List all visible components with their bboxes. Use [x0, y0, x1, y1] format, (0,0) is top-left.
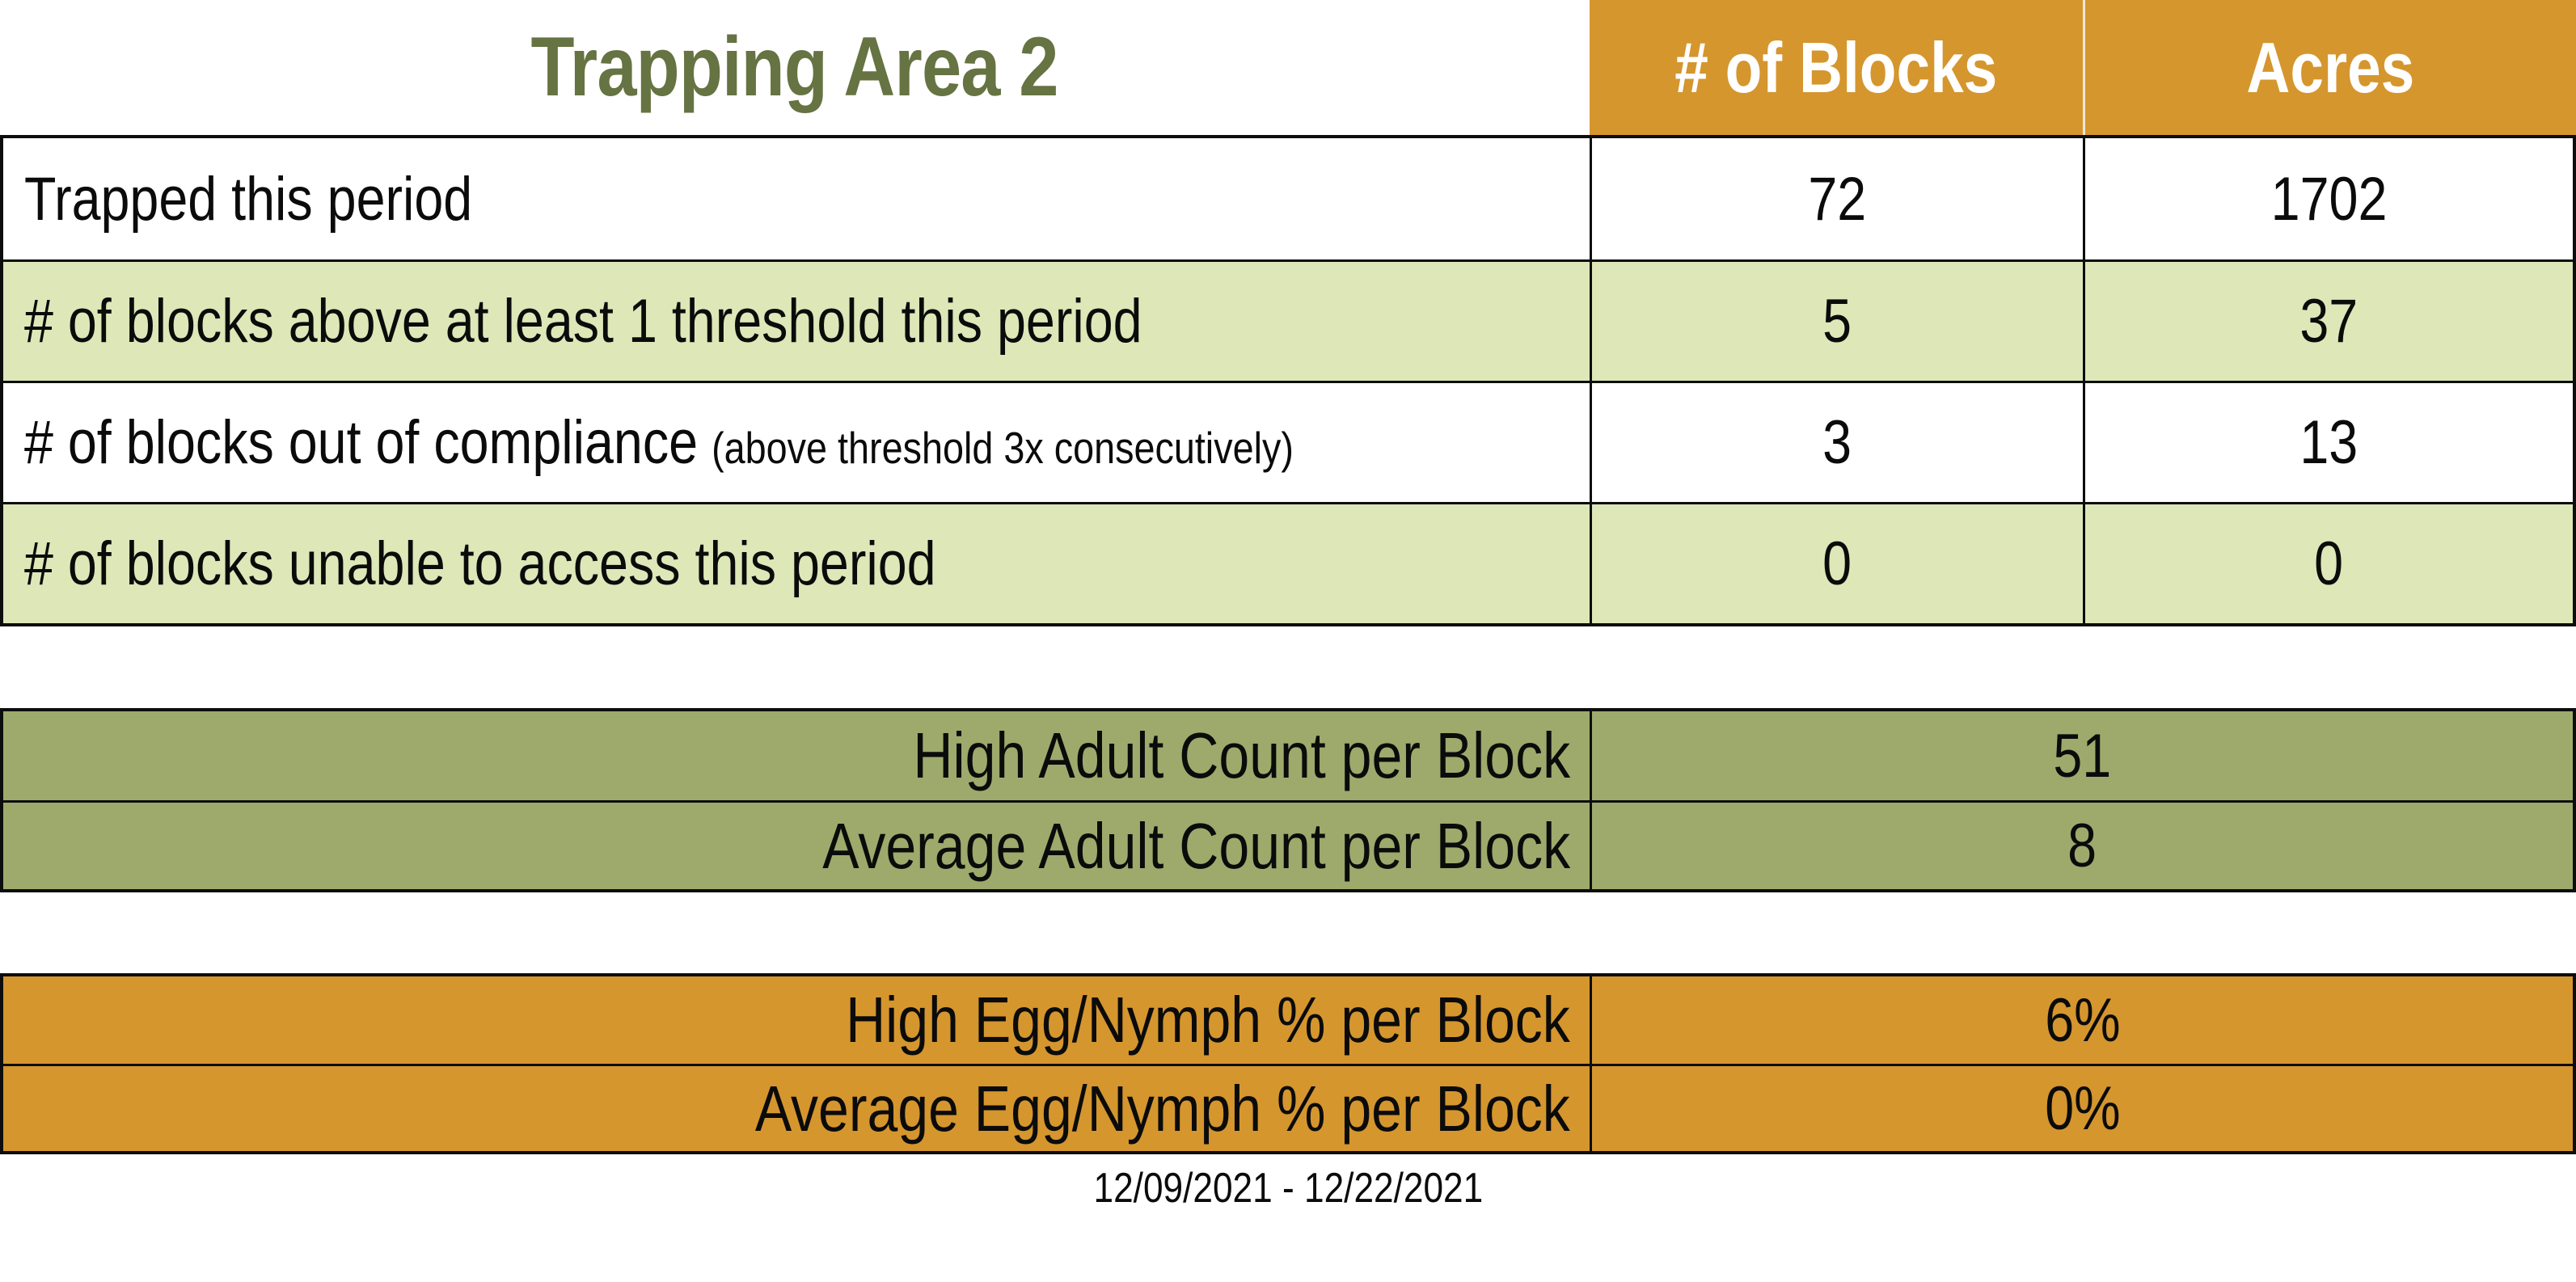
row-label-text: # of blocks out of compliance — [24, 408, 699, 477]
summary-value: 8 — [2067, 812, 2097, 880]
column-header-blocks-label: # of Blocks — [1674, 27, 1998, 108]
summary-label-cell: High Adult Count per Block — [3, 711, 1590, 800]
row-label-text: # of blocks above at least 1 threshold t… — [24, 287, 1142, 356]
summary-value-cell: 6% — [1590, 976, 2573, 1064]
header-row: Trapping Area 2 # of Blocks Acres — [0, 0, 2576, 135]
table-row-above-threshold: # of blocks above at least 1 threshold t… — [3, 259, 2573, 381]
main-table: Trapped this period 72 1702 # of blocks … — [0, 135, 2576, 626]
table-row-average-egg: Average Egg/Nymph % per Block 0% — [3, 1064, 2573, 1151]
acres-value-cell: 1702 — [2083, 138, 2573, 259]
blocks-value: 3 — [1822, 408, 1852, 477]
summary-label: Average Egg/Nymph % per Block — [755, 1072, 1570, 1145]
row-label-cell: Trapped this period — [3, 138, 1590, 259]
blocks-value: 5 — [1822, 287, 1852, 356]
column-header-blocks: # of Blocks — [1590, 0, 2083, 135]
blocks-value: 0 — [1822, 529, 1852, 598]
adult-count-table: High Adult Count per Block 51 Average Ad… — [0, 708, 2576, 892]
acres-value: 13 — [2299, 408, 2359, 477]
acres-value-cell: 13 — [2083, 383, 2573, 502]
blocks-value-cell: 3 — [1590, 383, 2083, 502]
summary-value: 51 — [2053, 721, 2112, 791]
blocks-value-cell: 5 — [1590, 262, 2083, 381]
summary-label-cell: Average Egg/Nymph % per Block — [3, 1066, 1590, 1151]
row-label: # of blocks unable to access this period — [24, 529, 936, 599]
row-label: # of blocks out of compliance (above thre… — [24, 407, 1294, 478]
summary-label-cell: Average Adult Count per Block — [3, 803, 1590, 889]
row-label-note: (above threshold 3x consecutively) — [712, 423, 1294, 473]
page-title: Trapping Area 2 — [530, 20, 1059, 114]
blocks-value-cell: 0 — [1590, 504, 2083, 623]
egg-nymph-table: High Egg/Nymph % per Block 6% Average Eg… — [0, 973, 2576, 1154]
acres-value: 1702 — [2270, 164, 2388, 234]
row-label-cell: # of blocks above at least 1 threshold t… — [3, 262, 1590, 381]
summary-value: 6% — [2044, 985, 2121, 1055]
summary-value: 0% — [2044, 1074, 2121, 1143]
row-label: # of blocks above at least 1 threshold t… — [24, 286, 1142, 356]
summary-label: Average Adult Count per Block — [822, 809, 1570, 882]
row-label-text: Trapped this period — [24, 164, 473, 234]
table-row-out-of-compliance: # of blocks out of compliance (above thre… — [3, 381, 2573, 502]
summary-value-cell: 8 — [1590, 803, 2573, 889]
date-range-line: 12/09/2021 - 12/22/2021 — [0, 1159, 2576, 1217]
table-row-high-adult: High Adult Count per Block 51 — [3, 711, 2573, 800]
row-label-cell: # of blocks out of compliance (above thre… — [3, 383, 1590, 502]
acres-value-cell: 0 — [2083, 504, 2573, 623]
summary-label: High Adult Count per Block — [913, 719, 1570, 791]
column-header-acres: Acres — [2083, 0, 2576, 135]
row-label-text: # of blocks unable to access this period — [24, 529, 936, 598]
title-cell: Trapping Area 2 — [0, 0, 1590, 135]
row-label: Trapped this period — [24, 164, 472, 234]
date-range: 12/09/2021 - 12/22/2021 — [1093, 1165, 1483, 1212]
row-label-cell: # of blocks unable to access this period — [3, 504, 1590, 623]
acres-value-cell: 37 — [2083, 262, 2573, 381]
summary-value-cell: 51 — [1590, 711, 2573, 800]
table-row-trapped: Trapped this period 72 1702 — [3, 138, 2573, 259]
table-row-average-adult: Average Adult Count per Block 8 — [3, 800, 2573, 889]
table-row-unable-to-access: # of blocks unable to access this period… — [3, 502, 2573, 623]
table-row-high-egg: High Egg/Nymph % per Block 6% — [3, 976, 2573, 1064]
summary-label: High Egg/Nymph % per Block — [846, 984, 1570, 1056]
blocks-value: 72 — [1808, 164, 1867, 234]
column-header-acres-label: Acres — [2246, 27, 2415, 108]
acres-value: 0 — [2314, 529, 2344, 598]
summary-label-cell: High Egg/Nymph % per Block — [3, 976, 1590, 1064]
blocks-value-cell: 72 — [1590, 138, 2083, 259]
acres-value: 37 — [2299, 287, 2359, 356]
summary-value-cell: 0% — [1590, 1066, 2573, 1151]
